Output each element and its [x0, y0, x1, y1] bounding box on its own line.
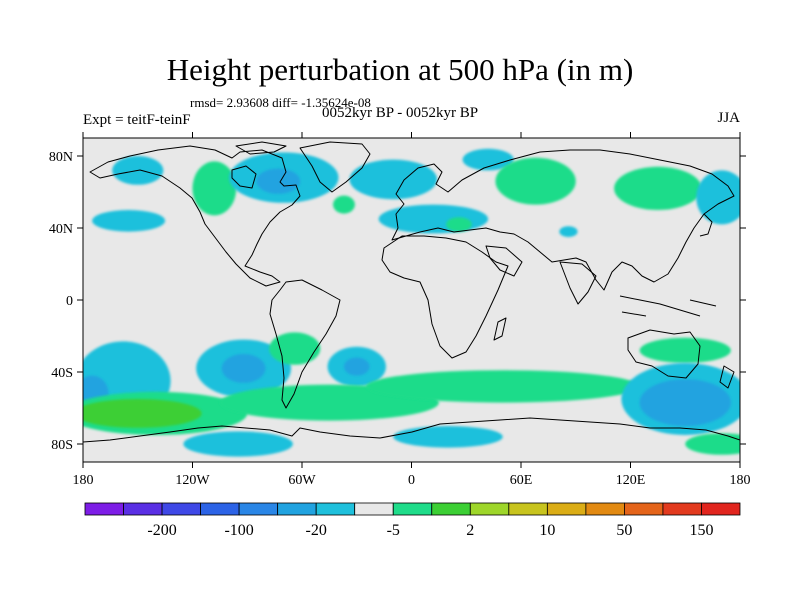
colorbar-label: -20: [306, 522, 327, 539]
colorbar-box: [546, 502, 587, 516]
y-tick-label: 40S: [51, 366, 73, 381]
coastline-greenland: [299, 141, 371, 193]
colorbar-label: 10: [539, 522, 555, 539]
colorbar-label: -100: [224, 522, 253, 539]
colorbar-box: [624, 502, 664, 516]
contour-region-13: [696, 170, 740, 225]
colorbar-label: -5: [387, 522, 400, 539]
axes: 180 120W 60W 0 60E 120E 180 80N 40N 0 40S 80S: [49, 132, 751, 488]
coastlines: [83, 141, 740, 443]
coastline-africa: [381, 235, 509, 359]
colorbar-box: [469, 502, 510, 516]
contour-region-23: [365, 370, 640, 403]
colorbar-box: [84, 502, 124, 516]
colorbar-box: [277, 502, 317, 516]
coastline-hudson-bay: [231, 165, 257, 189]
x-tick-label: 60E: [510, 473, 533, 488]
coastline-australia: [627, 329, 701, 379]
colorbar-box: [200, 502, 240, 516]
contour-region-17: [221, 354, 266, 383]
y-tick-label: 80S: [51, 438, 73, 453]
coastline-madagascar: [493, 317, 507, 341]
contour-region-12: [614, 166, 702, 210]
colorbar: -200 -100 -20 -5 2 10 50 150: [84, 502, 741, 539]
colorbar-box: [431, 502, 471, 516]
y-tick-label: 80N: [49, 150, 73, 165]
contour-region-2: [192, 161, 237, 216]
coastline-new-zealand: [719, 365, 735, 389]
contour-region-9: [495, 157, 576, 205]
x-tick-label: 180: [730, 473, 751, 488]
contour-regions: [83, 148, 740, 457]
coastline-antarctica: [83, 417, 740, 443]
coastline-japan: [699, 213, 713, 237]
experiment-label: Expt = teitF-teinF: [83, 112, 191, 128]
colorbar-box: [123, 502, 163, 516]
colorbar-box: [354, 502, 394, 516]
contour-region-11: [559, 226, 578, 238]
contour-region-24: [639, 337, 731, 363]
contour-region-4: [256, 168, 301, 194]
colorbar-box: [701, 502, 741, 516]
colorbar-box: [392, 502, 433, 516]
colorbar-box: [508, 502, 548, 516]
contour-region-25: [83, 399, 202, 428]
contour-region-30: [685, 433, 740, 455]
coastline-indonesia: [619, 295, 717, 317]
colorbar-box: [161, 502, 201, 516]
colorbar-box: [662, 502, 702, 516]
contour-region-29: [639, 379, 731, 426]
colorbar-box: [315, 502, 356, 516]
y-tick-label: 40N: [49, 222, 73, 237]
colorbar-box: [585, 502, 625, 516]
colorbar-label: 50: [616, 522, 632, 539]
coastline-arabia: [485, 245, 523, 277]
contour-region-10: [446, 217, 472, 232]
contour-region-27: [393, 426, 503, 448]
contour-region-20: [343, 357, 370, 376]
x-tick-label: 180: [73, 473, 94, 488]
chart-title: Height perturbation at 500 hPa (in m): [166, 52, 634, 87]
center-label: 0052kyr BP - 0052kyr BP: [322, 105, 479, 121]
contour-region-5: [333, 195, 355, 214]
x-tick-label: 120W: [175, 473, 210, 488]
coastline-canadian-islands: [235, 141, 287, 155]
colorbar-box: [238, 502, 279, 516]
x-tick-label: 0: [408, 473, 415, 488]
coastline-south-america: [269, 279, 341, 409]
contour-region-6: [349, 159, 438, 200]
contour-region-8: [462, 148, 514, 171]
season-label: JJA: [717, 110, 740, 126]
x-tick-label: 60W: [288, 473, 316, 488]
coastline-north-america: [89, 145, 301, 287]
y-tick-label: 0: [66, 294, 73, 309]
colorbar-label: 150: [689, 522, 713, 539]
stats-line: rmsd= 2.93608 diff= -1.35624e-08: [190, 95, 371, 110]
contour-region-26: [183, 431, 293, 457]
coastline-eurasia: [391, 149, 735, 291]
x-tick-label: 120E: [616, 473, 646, 488]
colorbar-label: 2: [466, 522, 474, 539]
coastline-india: [559, 261, 597, 305]
contour-region-1: [92, 210, 166, 232]
colorbar-label: -200: [147, 522, 176, 539]
